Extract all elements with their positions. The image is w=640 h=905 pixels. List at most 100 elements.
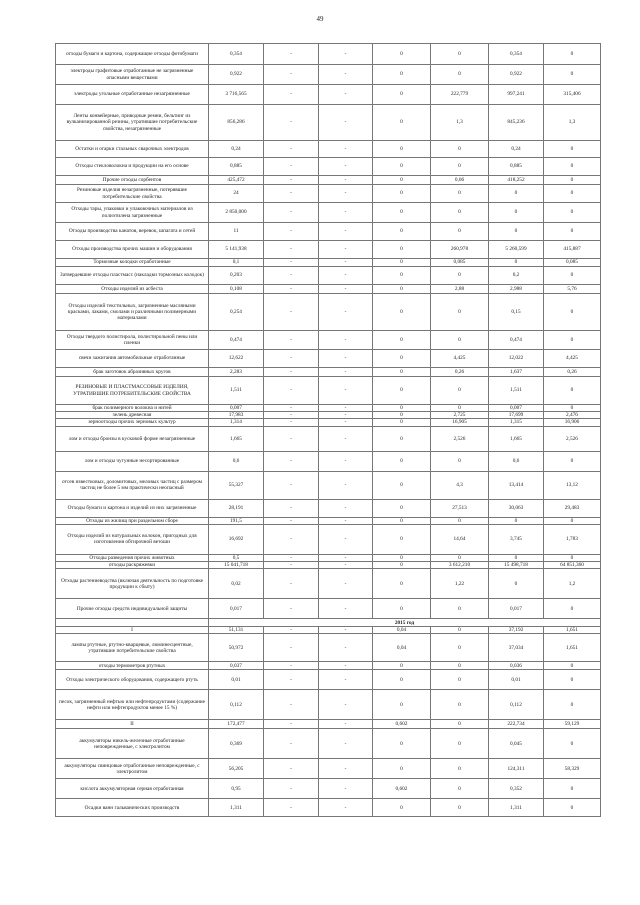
value-cell: 1,651 <box>543 626 601 635</box>
value-cell: 4,425 <box>430 349 489 368</box>
table-cell-empty <box>55 618 209 628</box>
value-cell: - <box>263 470 319 500</box>
value-cell: 0 <box>372 293 431 331</box>
value-cell: 0 <box>372 568 431 600</box>
value-cell: 2,476 <box>543 411 601 420</box>
value-cell: 0 <box>543 175 601 185</box>
waste-name-cell: Затвердевшие отходы пластмасс (накладки … <box>55 266 209 285</box>
value-cell: - <box>263 758 319 780</box>
value-cell: 0 <box>372 661 431 671</box>
value-cell: 0,474 <box>488 330 544 350</box>
value-cell: - <box>263 184 319 203</box>
value-cell: - <box>263 293 319 331</box>
value-cell: 0 <box>372 470 431 500</box>
value-cell: - <box>318 104 373 141</box>
value-cell: 0,352 <box>488 778 544 800</box>
value-cell: - <box>318 553 373 563</box>
table-row: Прочие отходы сорбентов 425,472- -0 0,06 418… <box>55 175 601 185</box>
value-cell: - <box>318 266 373 285</box>
table-row: кислота аккумуляторная серная отработанн… <box>55 778 601 800</box>
waste-name-cell: РЕЗИНОВЫЕ И ПЛАСТМАССОВЫЕ ИЗДЕЛИЯ, УТРАТ… <box>55 376 209 405</box>
value-cell: 0 <box>372 184 431 203</box>
waste-name-cell: Прочие отходы сорбентов <box>55 175 209 185</box>
waste-name-cell: Отходы стекловолокна и продукции на его … <box>55 157 209 176</box>
value-cell: 0,354 <box>488 43 544 65</box>
value-cell: - <box>318 450 373 472</box>
value-cell: - <box>318 778 373 800</box>
value-cell: 0 <box>430 293 489 331</box>
value-cell: - <box>263 516 319 525</box>
waste-name-cell: аккумуляторы никель-железные отработанны… <box>55 728 209 760</box>
table-row: Ленты конвейерные, приводные ремни, бель… <box>55 104 601 141</box>
value-cell: 11 <box>208 222 264 241</box>
value-cell: 0 <box>430 450 489 472</box>
value-cell: - <box>318 293 373 331</box>
value-cell: - <box>263 84 319 105</box>
value-cell: - <box>263 523 319 555</box>
value-cell: 0 <box>430 719 489 730</box>
waste-name-cell: отсев известковых, доломитовых, меловых … <box>55 470 209 500</box>
value-cell: 0 <box>543 222 601 241</box>
table-body: отходы бумаги и картона, содержащие отхо… <box>55 43 601 818</box>
value-cell: - <box>263 626 319 635</box>
value-cell: 0 <box>430 728 489 760</box>
value-cell: 0,203 <box>208 266 264 285</box>
table-row: отходы термометров ртутных 0,037- -0 0 0,036… <box>55 661 601 671</box>
table-row: брак заготовок абразивных кругов 2,283- -0… <box>55 367 601 377</box>
waste-name-cell: брак полимерного волокна и нитей <box>55 403 209 413</box>
value-cell: 1,511 <box>488 376 544 405</box>
value-cell: 1,651 <box>543 633 601 663</box>
value-cell: 2,725 <box>430 411 489 420</box>
value-cell: 37,192 <box>488 626 544 635</box>
value-cell: 0 <box>543 202 601 223</box>
value-cell: 418,252 <box>488 175 544 185</box>
value-cell: 0,6 <box>208 450 264 472</box>
value-cell: 2,283 <box>208 367 264 377</box>
value-cell: - <box>318 418 373 427</box>
value-cell: 1,665 <box>488 425 544 452</box>
table-row: Остатки и огарки стальных сварочных элек… <box>55 140 601 158</box>
table-row: I 51,131- -0,04 0 37,192 1,651 <box>55 626 601 635</box>
value-cell: - <box>318 568 373 600</box>
value-cell: 0 <box>372 175 431 185</box>
table-row: лом и отходы бронзы в кусковой форме нез… <box>55 425 601 452</box>
value-cell: 12,022 <box>488 349 544 368</box>
value-cell: 856,286 <box>208 104 264 141</box>
value-cell: 1,2 <box>543 568 601 600</box>
table-row: Отходы изделий из асбеста 0,108- -0 2,88 2,9… <box>55 284 601 294</box>
value-cell: 51,131 <box>208 626 264 635</box>
waste-name-cell: Отходы изделий из натуральных волокон, п… <box>55 523 209 555</box>
value-cell: - <box>263 719 319 730</box>
value-cell: - <box>318 411 373 420</box>
value-cell: - <box>318 598 373 620</box>
table-row: Отходы твердого полистирола, полистироль… <box>55 330 601 350</box>
value-cell: 0 <box>543 669 601 691</box>
value-cell: 0,922 <box>208 64 264 85</box>
table-row: электроды графитовые отработанные не заг… <box>55 64 601 85</box>
value-cell: 0 <box>430 43 489 65</box>
value-cell: 0 <box>488 258 544 267</box>
value-cell: - <box>263 240 319 259</box>
value-cell: 0,369 <box>208 728 264 760</box>
value-cell: 2,526 <box>430 425 489 452</box>
value-cell: 0 <box>543 661 601 671</box>
value-cell: - <box>318 202 373 223</box>
value-cell: - <box>318 175 373 185</box>
value-cell: 0 <box>372 367 431 377</box>
value-cell: 191,5 <box>208 516 264 525</box>
value-cell: 1,311 <box>488 798 544 818</box>
value-cell: - <box>263 349 319 368</box>
value-cell: 2,88 <box>430 284 489 294</box>
value-cell: 0 <box>543 157 601 176</box>
value-cell: 0 <box>372 104 431 141</box>
value-cell: - <box>318 376 373 405</box>
value-cell: - <box>263 376 319 405</box>
value-cell: 14,64 <box>430 523 489 555</box>
value-cell: 0 <box>430 516 489 525</box>
value-cell: - <box>318 728 373 760</box>
value-cell: 0 <box>430 553 489 563</box>
value-cell: 0 <box>430 266 489 285</box>
table-row: Отходы разведения прочих животных 0,5- -0 0… <box>55 553 601 563</box>
table-row: Отходы изделий текстильных, загрязненные… <box>55 293 601 331</box>
value-cell: 0 <box>372 84 431 105</box>
